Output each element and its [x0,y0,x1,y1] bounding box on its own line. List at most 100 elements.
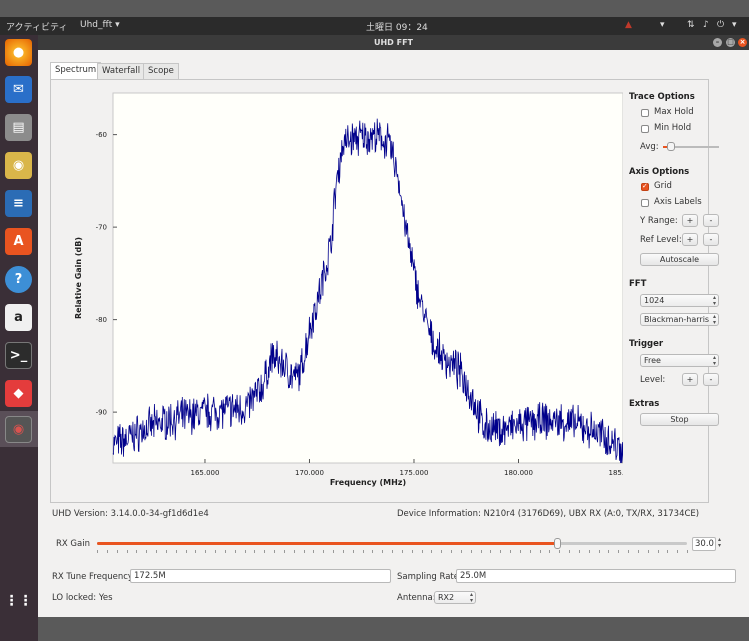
rhythmbox-icon[interactable]: ◉ [5,152,32,179]
slider-tick [569,550,570,553]
ref-level-plus-button[interactable]: + [682,233,698,246]
firefox-icon[interactable]: ● [5,39,32,66]
trigger-level-plus-button[interactable]: + [682,373,698,386]
slider-tick [392,550,393,553]
software-icon[interactable]: A [5,228,32,255]
slider-tick [618,550,620,553]
tab-scope[interactable]: Scope [143,63,179,79]
tab-spectrum[interactable]: Spectrum [50,62,102,80]
min-hold-label: Min Hold [654,123,692,133]
slider-tick [480,550,482,553]
max-hold-label: Max Hold [654,107,694,117]
maximize-icon[interactable]: □ [726,38,735,47]
x-axis-label: Frequency (MHz) [330,478,406,487]
fft-window-value: Blackman-harris [644,315,710,324]
sampling-rate-input[interactable]: 25.0M [456,569,736,583]
grid-checkbox[interactable] [641,182,649,191]
slider-tick [382,550,384,553]
stop-button[interactable]: Stop [640,413,719,426]
network-icon[interactable]: ⇅ [687,20,695,30]
spectrum-trace [112,118,623,464]
spectrum-plot[interactable]: -60 -70 -80 -90 165.000 170.000 175.000 180.00… [63,88,623,492]
uhd-fft-icon[interactable]: ◉ [5,416,32,443]
slider-tick [106,550,108,553]
thunderbird-icon[interactable]: ✉ [5,76,32,103]
system-menu-chevron-icon[interactable]: ▾ [732,20,737,30]
fft-size-select[interactable]: 1024 ▴ ▾ [640,294,719,307]
slider-tick [647,550,649,553]
slider-tick [667,550,669,553]
slider-tick [264,550,266,553]
avg-slider-handle[interactable] [667,142,675,151]
update-icon[interactable]: ▲ [625,20,632,30]
ref-level-minus-button[interactable]: - [703,233,719,246]
slider-tick [146,550,148,553]
trigger-mode-value: Free [644,356,661,365]
slider-tick [657,550,659,553]
x-tick-label: 165.000 [190,469,219,477]
avg-slider-track[interactable] [663,142,719,151]
x-tick-label: 185.000 [609,469,623,477]
slider-tick [460,550,462,553]
antenna-select[interactable]: RX2 ▴ ▾ [434,591,476,604]
slider-tick [441,550,443,553]
x-tick-label: 175.000 [400,469,429,477]
terminal-icon[interactable]: >_ [5,342,32,369]
slider-tick [205,550,207,553]
amazon-icon[interactable]: a [5,304,32,331]
trigger-level-minus-button[interactable]: - [703,373,719,386]
trigger-mode-select[interactable]: Free ▴ ▾ [640,354,719,367]
spin-arrows-icon: ▴ ▾ [712,313,716,326]
rx-gain-spin-arrows-icon[interactable]: ▴ ▾ [718,536,722,549]
slider-tick [323,550,325,553]
slider-tick [234,550,236,553]
slider-tick [588,550,590,553]
sampling-rate-label: Sampling Rate: [397,572,462,582]
minimize-icon[interactable]: – [713,38,722,47]
rx-gain-spinbox[interactable]: 30.0 [692,537,716,551]
fft-window-select[interactable]: Blackman-harris ▴ ▾ [640,313,719,326]
tab-waterfall[interactable]: Waterfall [97,63,146,79]
rx-tune-frequency-input[interactable]: 172.5M [130,569,391,583]
y-range-plus-button[interactable]: + [682,214,698,227]
help-icon[interactable]: ? [5,266,32,293]
trace-options-heading: Trace Options [629,92,695,102]
git-icon[interactable]: ◆ [5,380,32,407]
trigger-heading: Trigger [629,339,664,349]
y-axis-label: Relative Gain (dB) [74,237,83,319]
axis-labels-checkbox[interactable] [641,199,649,207]
rx-gain-slider-track[interactable] [97,538,687,549]
autoscale-button[interactable]: Autoscale [640,253,719,266]
min-hold-checkbox[interactable] [641,125,649,133]
volume-icon[interactable]: ♪ [703,20,709,30]
slider-tick [421,550,423,553]
window-titlebar[interactable]: UHD FFT – □ × [38,35,749,50]
slider-tick [637,550,639,553]
rx-gain-slider-handle[interactable] [554,538,562,549]
slider-tick [490,550,492,553]
activities-button[interactable]: アクティビティ [6,23,68,33]
dock: ● ✉ ▤ ◉ ≡ A ? a >_ ◆ ◉ ⋮⋮ [0,35,38,641]
clock[interactable]: 土曜日 09：24 [366,23,428,33]
close-icon[interactable]: × [738,38,747,47]
slider-tick [677,550,679,553]
lo-locked-text: LO locked: Yes [52,593,113,603]
spin-arrows-icon: ▴ ▾ [712,354,716,367]
y-range-label: Y Range: [640,216,678,226]
rx-tune-frequency-label: RX Tune Frequency: [52,572,136,582]
power-icon[interactable]: ⏻ [717,20,725,30]
writer-icon[interactable]: ≡ [5,190,32,217]
slider-tick [333,550,334,553]
slider-tick [687,550,688,553]
y-range-minus-button[interactable]: - [703,214,719,227]
files-icon[interactable]: ▤ [5,114,32,141]
slider-tick [451,550,452,553]
avg-label: Avg: [640,142,659,152]
apps-grid-icon[interactable]: ⋮⋮ [4,592,33,609]
chevron-down-icon[interactable]: ▾ [660,20,665,30]
app-menu[interactable]: Uhd_fft ▾ [80,20,120,30]
rx-gain-value: 30.0 [695,539,714,549]
spin-arrows-icon: ▴ ▾ [712,294,716,307]
slider-tick [510,550,511,553]
max-hold-checkbox[interactable] [641,109,649,117]
